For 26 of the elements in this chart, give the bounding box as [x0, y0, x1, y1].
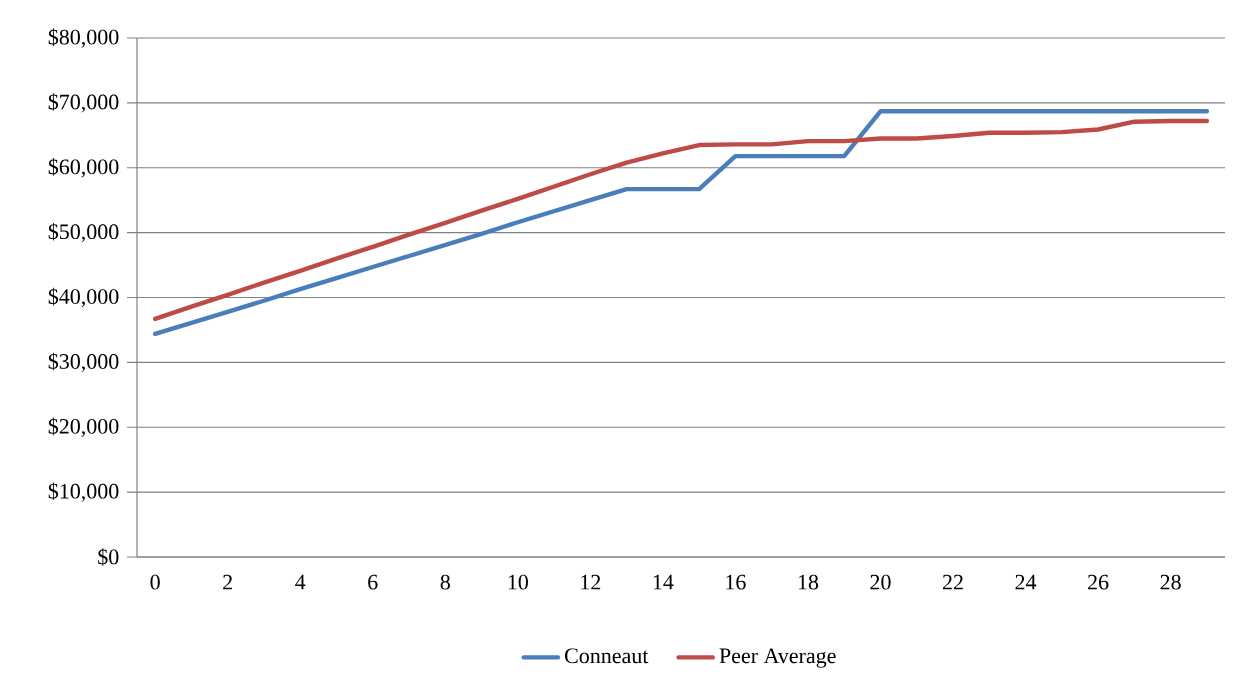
x-tick-label: 2 — [223, 574, 232, 590]
y-tick-label: $20,000 — [48, 417, 119, 437]
x-tick-label: 18 — [798, 574, 819, 590]
y-tick-label: $40,000 — [48, 287, 119, 308]
y-tick-label: $70,000 — [48, 93, 119, 113]
y-tick-label: $80,000 — [48, 28, 119, 48]
x-tick-label: 16 — [726, 574, 746, 590]
y-tick-label: $10,000 — [48, 482, 119, 502]
x-tick-label: 6 — [368, 574, 378, 590]
x-tick-label: 24 — [1015, 574, 1037, 590]
y-tick-label: $50,000 — [48, 222, 119, 243]
legend-label: Conneaut — [565, 648, 649, 664]
y-tick-label: $30,000 — [48, 352, 119, 373]
x-tick-label: 8 — [440, 574, 450, 590]
x-tick-label: 14 — [653, 574, 674, 590]
y-tick-label: $0 — [98, 548, 119, 566]
x-tick-label: 26 — [1088, 574, 1109, 590]
legend-label: Peer Average — [719, 648, 836, 668]
x-tick-label: 12 — [581, 574, 601, 590]
x-tick-label: 4 — [295, 574, 306, 590]
y-tick-label: $60,000 — [48, 158, 119, 178]
x-tick-label: 22 — [942, 574, 963, 590]
x-tick-label: 20 — [870, 574, 891, 590]
x-tick-label: 10 — [508, 574, 528, 590]
x-tick-label: 0 — [150, 574, 160, 590]
x-tick-label: 28 — [1160, 574, 1181, 590]
